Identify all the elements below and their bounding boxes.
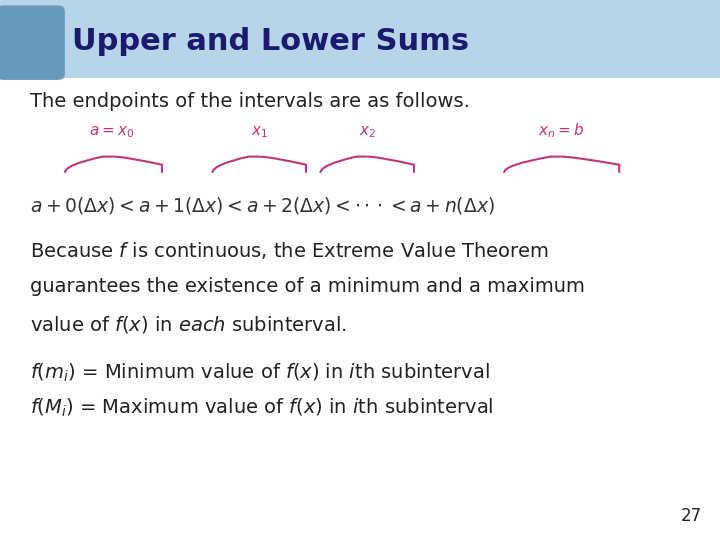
Text: $x_1$: $x_1$ xyxy=(251,125,268,140)
Text: 27: 27 xyxy=(681,507,702,525)
Text: value of $f(x)$ in $\it{each}$ subinterval.: value of $f(x)$ in $\it{each}$ subinterv… xyxy=(30,314,347,335)
Text: $a = x_0$: $a = x_0$ xyxy=(89,125,134,140)
Text: Upper and Lower Sums: Upper and Lower Sums xyxy=(72,26,469,56)
Text: $x_n = b$: $x_n = b$ xyxy=(539,122,585,140)
Text: $a + 0(\Delta x) < a + 1(\Delta x) < a + 2(\Delta x) < \cdot\cdot\cdot < a + n(\: $a + 0(\Delta x) < a + 1(\Delta x) < a +… xyxy=(30,195,495,217)
Text: $x_2$: $x_2$ xyxy=(359,125,376,140)
Text: The endpoints of the intervals are as follows.: The endpoints of the intervals are as fo… xyxy=(30,92,470,111)
Text: $f(M_i)$ = Maximum value of $f(x)$ in $i$th subinterval: $f(M_i)$ = Maximum value of $f(x)$ in $i… xyxy=(30,397,494,419)
Text: Because $f$ is continuous, the Extreme Value Theorem: Because $f$ is continuous, the Extreme V… xyxy=(30,240,549,261)
Text: $f(m_i)$ = Minimum value of $f(x)$ in $i$th subinterval: $f(m_i)$ = Minimum value of $f(x)$ in $i… xyxy=(30,362,490,384)
Bar xyxy=(0,0,720,78)
FancyBboxPatch shape xyxy=(0,5,65,80)
Text: guarantees the existence of a minimum and a maximum: guarantees the existence of a minimum an… xyxy=(30,277,585,296)
